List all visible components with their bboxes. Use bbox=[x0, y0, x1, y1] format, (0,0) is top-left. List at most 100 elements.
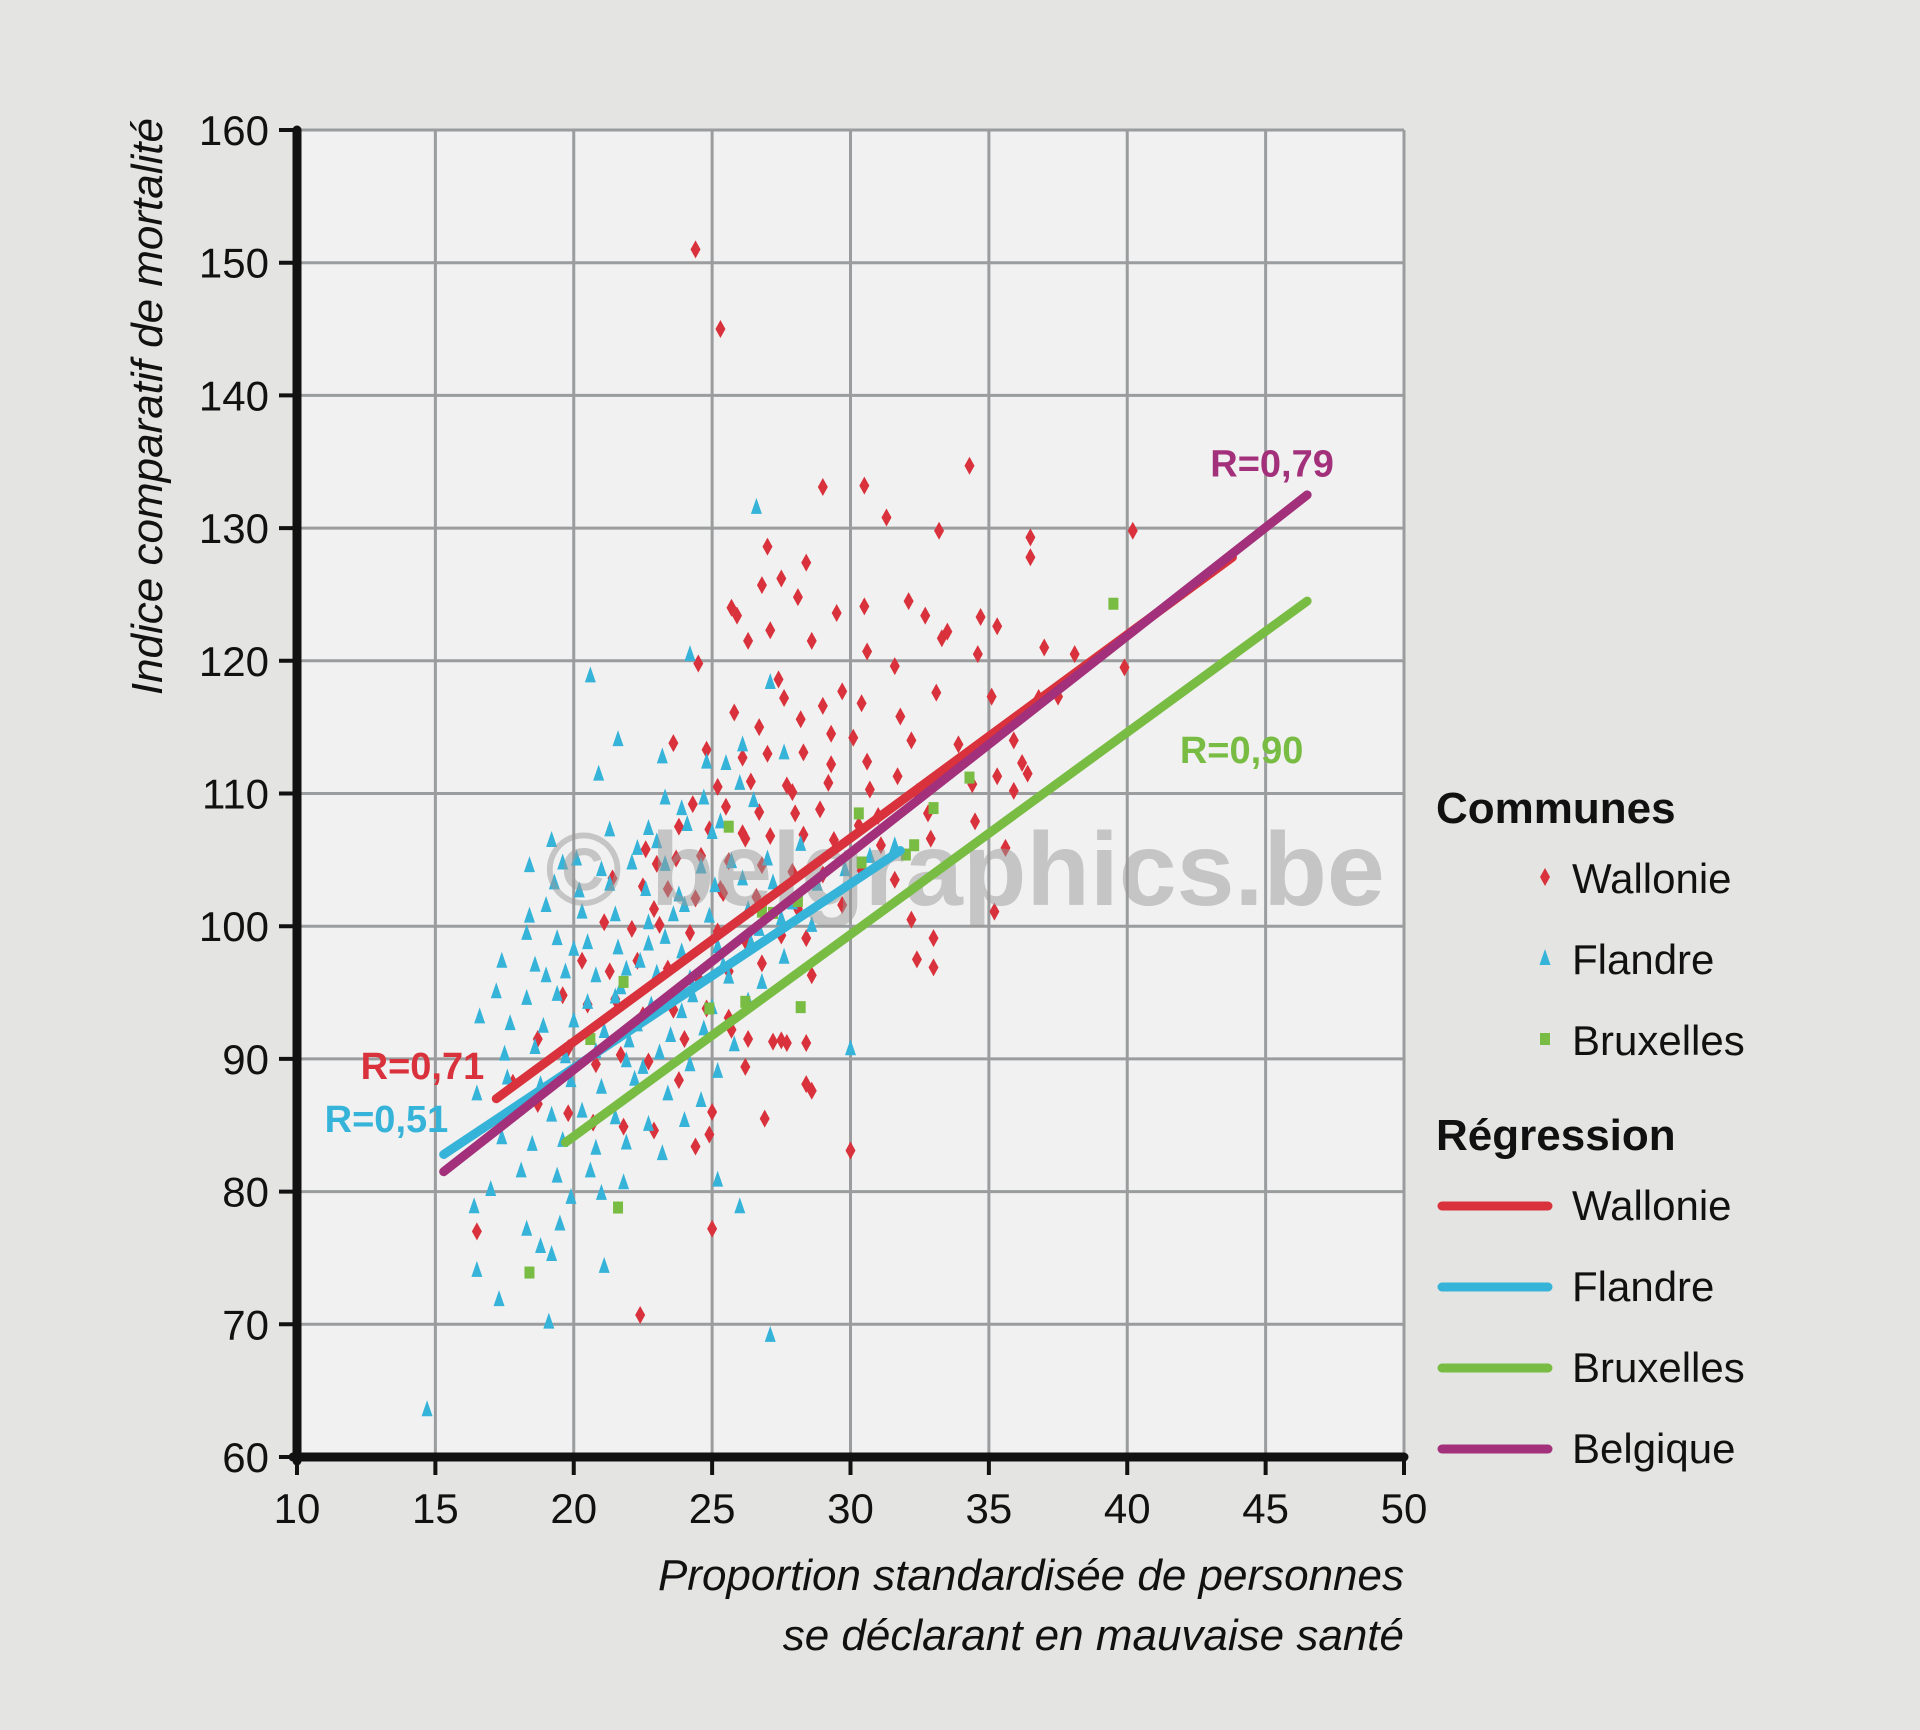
point-flandre-105 bbox=[526, 1134, 538, 1151]
point-wallonie-117 bbox=[577, 951, 588, 970]
legend-line-label-belgique: Belgique bbox=[1572, 1425, 1735, 1472]
y-axis-title: Indice comparatif de mortalité bbox=[123, 118, 172, 695]
point-wallonie-72 bbox=[687, 795, 698, 814]
point-flandre-83 bbox=[559, 1047, 571, 1064]
point-flandre-114 bbox=[485, 1179, 497, 1196]
point-flandre-115 bbox=[565, 1187, 577, 1204]
point-wallonie-154 bbox=[704, 1125, 715, 1144]
point-wallonie-34 bbox=[773, 670, 784, 689]
point-wallonie-40 bbox=[1119, 658, 1130, 677]
point-wallonie-41 bbox=[779, 688, 790, 707]
point-flandre-28 bbox=[548, 873, 560, 890]
legend-lines-title: Régression bbox=[1436, 1111, 1676, 1160]
regression-lines bbox=[439, 490, 1312, 1177]
point-wallonie-19 bbox=[1039, 638, 1050, 657]
point-flandre-25 bbox=[626, 853, 638, 870]
point-flandre-41 bbox=[703, 906, 715, 923]
point-flandre-26 bbox=[659, 854, 671, 871]
legend: Communes Wallonie Flandre Bruxelles Régressi… bbox=[1436, 784, 1745, 1472]
point-flandre-118 bbox=[734, 1197, 746, 1214]
point-bruxelles-13 bbox=[740, 995, 751, 1008]
y-tick-label-130: 130 bbox=[199, 505, 269, 552]
point-flandre-61 bbox=[723, 967, 735, 984]
point-wallonie-30 bbox=[936, 629, 947, 648]
point-flandre-87 bbox=[684, 1055, 696, 1072]
point-flandre-123 bbox=[546, 1244, 558, 1261]
point-flandre-11 bbox=[676, 799, 688, 816]
point-bruxelles-2 bbox=[928, 802, 939, 815]
point-flandre-7 bbox=[656, 747, 668, 764]
point-flandre-3 bbox=[764, 673, 776, 690]
point-wallonie-68 bbox=[864, 780, 875, 799]
point-wallonie-101 bbox=[662, 880, 673, 899]
point-bruxelles-15 bbox=[585, 1032, 596, 1045]
point-wallonie-91 bbox=[671, 849, 682, 868]
point-wallonie-10 bbox=[801, 553, 812, 572]
point-flandre-15 bbox=[681, 815, 693, 832]
point-flandre-82 bbox=[529, 1037, 541, 1054]
point-flandre-23 bbox=[571, 849, 583, 866]
point-flandre-152 bbox=[795, 834, 807, 851]
point-flandre-33 bbox=[709, 876, 721, 893]
point-flandre-104 bbox=[496, 1128, 508, 1145]
point-flandre-135 bbox=[523, 906, 535, 923]
point-flandre-0 bbox=[750, 497, 762, 514]
x-tick-label-20: 20 bbox=[550, 1485, 597, 1532]
point-flandre-74 bbox=[537, 1016, 549, 1033]
point-wallonie-150 bbox=[690, 1137, 701, 1156]
point-bruxelles-17 bbox=[524, 1266, 535, 1279]
point-flandre-72 bbox=[474, 1007, 486, 1024]
x-tick-label-50: 50 bbox=[1381, 1485, 1428, 1532]
point-flandre-1 bbox=[684, 645, 696, 662]
point-bruxelles-14 bbox=[795, 1001, 806, 1014]
point-bruxelles-7 bbox=[756, 905, 767, 918]
legend-line-label-wallonie: Wallonie bbox=[1572, 1182, 1732, 1229]
point-flandre-17 bbox=[546, 830, 558, 847]
point-wallonie-151 bbox=[707, 1102, 718, 1121]
point-bruxelles-0 bbox=[1108, 597, 1119, 610]
point-flandre-111 bbox=[551, 1166, 563, 1183]
point-wallonie-111 bbox=[684, 923, 695, 942]
point-wallonie-36 bbox=[931, 683, 942, 702]
point-flandre-108 bbox=[620, 1133, 632, 1150]
legend-point-label-flandre: Flandre bbox=[1572, 936, 1714, 983]
point-wallonie-110 bbox=[654, 915, 665, 934]
point-flandre-32 bbox=[673, 885, 685, 902]
legend-point-label-bruxelles: Bruxelles bbox=[1572, 1017, 1745, 1064]
point-wallonie-29 bbox=[889, 657, 900, 676]
point-wallonie-166 bbox=[740, 829, 751, 848]
point-flandre-81 bbox=[499, 1044, 511, 1061]
point-wallonie-35 bbox=[837, 682, 848, 701]
point-flandre-116 bbox=[595, 1183, 607, 1200]
point-wallonie-23 bbox=[806, 631, 817, 650]
point-wallonie-159 bbox=[911, 950, 922, 969]
point-flandre-128 bbox=[764, 1325, 776, 1342]
point-flandre-120 bbox=[521, 1219, 533, 1236]
point-wallonie-81 bbox=[673, 817, 684, 836]
point-bruxelles-11 bbox=[618, 975, 629, 988]
point-wallonie-124 bbox=[806, 966, 817, 985]
point-flandre-2 bbox=[584, 666, 596, 683]
point-wallonie-20 bbox=[1069, 645, 1080, 664]
point-flandre-47 bbox=[582, 933, 594, 950]
point-wallonie-90 bbox=[640, 840, 651, 859]
point-flandre-122 bbox=[535, 1237, 547, 1254]
y-tick-label-150: 150 bbox=[199, 240, 269, 287]
legend-marker-wallonie bbox=[1540, 868, 1550, 886]
point-wallonie-71 bbox=[1008, 781, 1019, 800]
y-tick-labels: 60 70 80 90 100 110 120 130 140 150 160 bbox=[199, 107, 269, 1481]
point-flandre-151 bbox=[761, 849, 773, 866]
point-bruxelles-12 bbox=[704, 1002, 715, 1015]
y-tick-label-70: 70 bbox=[222, 1301, 269, 1348]
x-tick-labels: 10 15 20 25 30 35 40 45 50 bbox=[274, 1485, 1428, 1532]
point-flandre-63 bbox=[490, 982, 502, 999]
point-flandre-13 bbox=[748, 791, 760, 808]
point-flandre-103 bbox=[678, 1110, 690, 1127]
point-flandre-146 bbox=[864, 846, 876, 863]
point-flandre-148 bbox=[734, 773, 746, 790]
point-wallonie-74 bbox=[754, 803, 765, 822]
point-flandre-46 bbox=[551, 929, 563, 946]
point-wallonie-60 bbox=[892, 767, 903, 786]
point-flandre-40 bbox=[667, 905, 679, 922]
point-wallonie-55 bbox=[737, 748, 748, 767]
